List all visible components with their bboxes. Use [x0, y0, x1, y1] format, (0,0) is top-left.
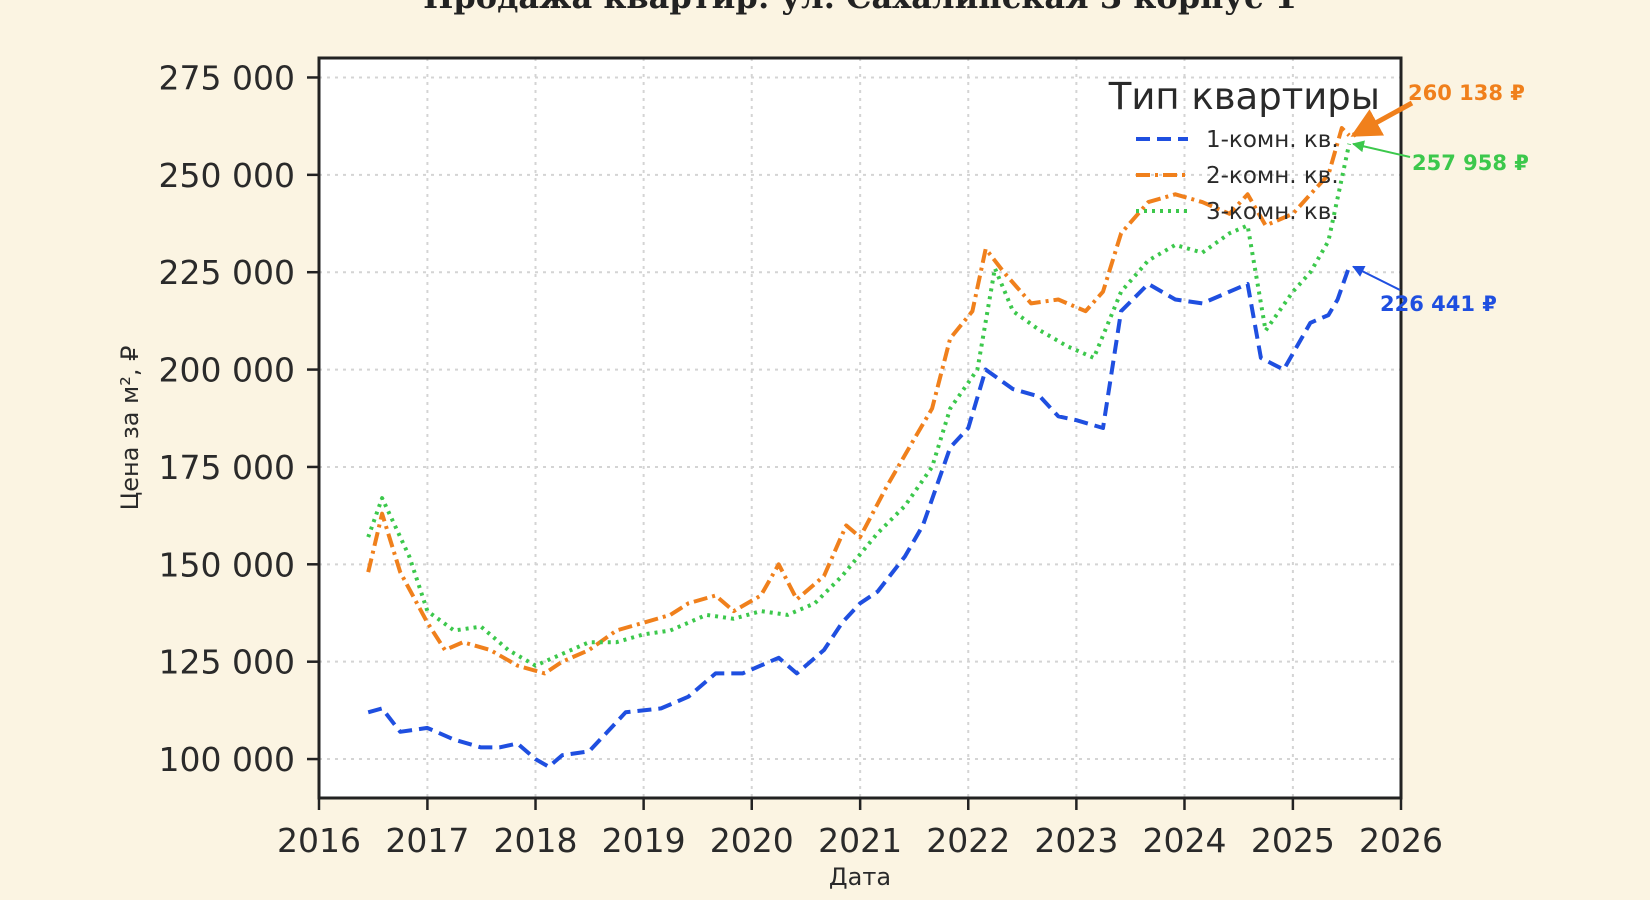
x-tick-label: 2026 — [1359, 821, 1443, 860]
y-tick-label: 150 000 — [159, 545, 295, 584]
x-tick-label: 2020 — [710, 821, 794, 860]
x-axis: 2016 2017 2018 2019 2020 2021 2022 2023 2024 2025… — [277, 798, 1443, 860]
y-tick-label: 200 000 — [159, 351, 295, 390]
annotation-arrow-2 — [1351, 140, 1411, 158]
y-axis-label: Цена за м², ₽ — [116, 346, 144, 511]
y-tick-label: 100 000 — [159, 740, 295, 779]
legend-label-1: 1-комн. кв. — [1206, 127, 1339, 153]
annotation-label-2: 257 958 ₽ — [1412, 151, 1529, 175]
x-tick-label: 2019 — [602, 821, 686, 860]
series-line-2 — [366, 126, 1351, 676]
x-tick-label: 2023 — [1034, 821, 1118, 860]
chart-title: Продажа квартир: ул. Сахалинская 3 корпу… — [423, 0, 1297, 16]
legend: Тип квартиры 1-комн. кв. 2-комн. кв. 3-ком… — [1108, 75, 1380, 225]
x-tick-label: 2016 — [277, 821, 361, 860]
y-tick-label: 225 000 — [159, 253, 295, 292]
y-axis: 100 000 125 000 150 000 175 000 200 000 225 0… — [159, 58, 319, 779]
y-tick-label: 125 000 — [159, 643, 295, 682]
legend-label-2: 2-комн. кв. — [1206, 163, 1339, 189]
series-line-3 — [366, 143, 1352, 668]
x-tick-label: 2024 — [1142, 821, 1226, 860]
y-tick-label: 175 000 — [159, 448, 295, 487]
series-layer — [366, 126, 1352, 769]
annotation-label-3: 226 441 ₽ — [1380, 292, 1497, 316]
x-axis-label: Дата — [829, 863, 891, 891]
annotation-label-1: 260 138 ₽ — [1408, 81, 1525, 105]
x-tick-label: 2017 — [385, 821, 469, 860]
x-tick-label: 2025 — [1251, 821, 1335, 860]
annotations: 260 138 ₽ 257 958 ₽ 226 441 ₽ — [1350, 81, 1529, 316]
y-tick-label: 250 000 — [159, 156, 295, 195]
annotation-arrow-3 — [1352, 265, 1401, 291]
x-tick-label: 2021 — [818, 821, 902, 860]
y-tick-label: 275 000 — [159, 58, 295, 97]
legend-title: Тип квартиры — [1108, 75, 1380, 118]
x-tick-label: 2018 — [494, 821, 578, 860]
x-tick-label: 2022 — [926, 821, 1010, 860]
annotation-arrow-1 — [1350, 100, 1414, 138]
series-line-1 — [367, 265, 1352, 769]
legend-label-3: 3-комн. кв. — [1206, 199, 1339, 225]
